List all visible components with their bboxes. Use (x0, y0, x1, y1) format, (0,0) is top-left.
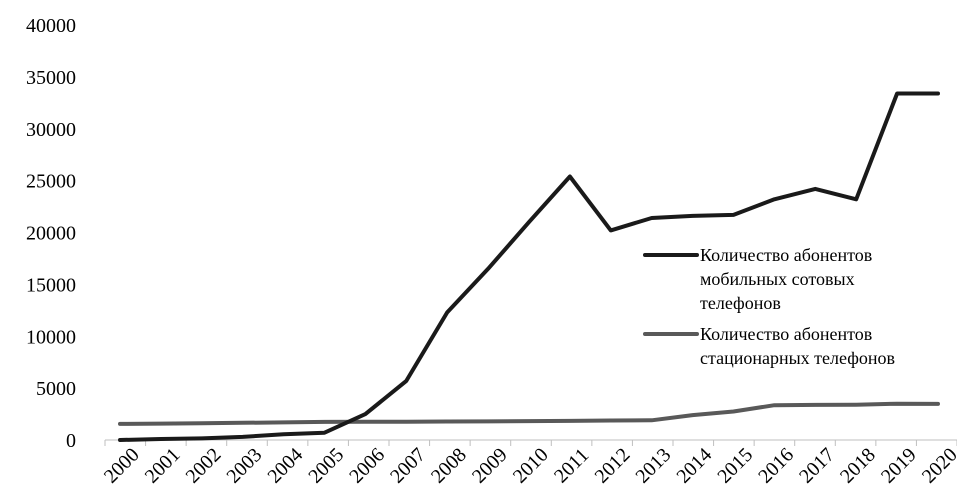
legend-label-landline: стационарных телефонов (700, 348, 895, 368)
legend: Количество абонентов мобильных сотовых тел… (643, 245, 895, 368)
x-tick-label: 2012 (591, 444, 635, 488)
y-tick-label: 40000 (26, 15, 76, 37)
x-tick-label: 2004 (263, 444, 307, 488)
x-tick-label: 2002 (182, 444, 226, 488)
x-tick-label: 2010 (509, 444, 553, 488)
x-tick-label: 2015 (713, 444, 757, 488)
x-tick-label: 2001 (141, 444, 185, 488)
x-tick-label: 2003 (223, 444, 267, 488)
y-tick-label: 25000 (26, 171, 76, 193)
x-tick-label: 2011 (550, 444, 593, 487)
x-tick-label: 2007 (386, 444, 430, 488)
x-tick-label: 2016 (754, 444, 798, 488)
x-tick-label: 2000 (100, 444, 144, 488)
x-tick-label: 2005 (304, 444, 348, 488)
y-tick-label: 20000 (26, 223, 76, 245)
x-axis (104, 439, 957, 446)
x-tick-label: 2018 (836, 444, 880, 488)
y-tick-label: 10000 (26, 326, 76, 348)
x-tick-label: 2013 (632, 444, 676, 488)
x-tick-label: 2009 (468, 444, 512, 488)
y-tick-label: 5000 (36, 378, 76, 400)
x-tick-label: 2014 (672, 444, 716, 488)
x-tick-label: 2019 (877, 444, 921, 488)
series-line-landline (118, 401, 940, 426)
y-axis-tick-labels: 0 5000 10000 15000 20000 25000 30000 35000 40000 (26, 15, 76, 452)
series-lines (118, 91, 940, 442)
y-tick-label: 0 (66, 430, 76, 452)
x-axis-tick-labels: 2000200120022003200420052006200720082009… (100, 444, 957, 488)
x-tick-label: 2006 (345, 444, 389, 488)
y-tick-label: 30000 (26, 119, 76, 141)
legend-label-mobile: Количество абонентов (700, 245, 872, 265)
x-tick-label: 2008 (427, 444, 471, 488)
x-tick-label: 2020 (918, 444, 957, 488)
y-tick-label: 35000 (26, 67, 76, 89)
x-tick-label: 2017 (795, 444, 839, 488)
legend-label-mobile: мобильных сотовых (700, 269, 855, 289)
y-tick-label: 15000 (26, 274, 76, 296)
legend-label-landline: Количество абонентов (700, 324, 872, 344)
legend-label-mobile: телефонов (700, 293, 781, 313)
series-line-mobile (118, 91, 940, 442)
